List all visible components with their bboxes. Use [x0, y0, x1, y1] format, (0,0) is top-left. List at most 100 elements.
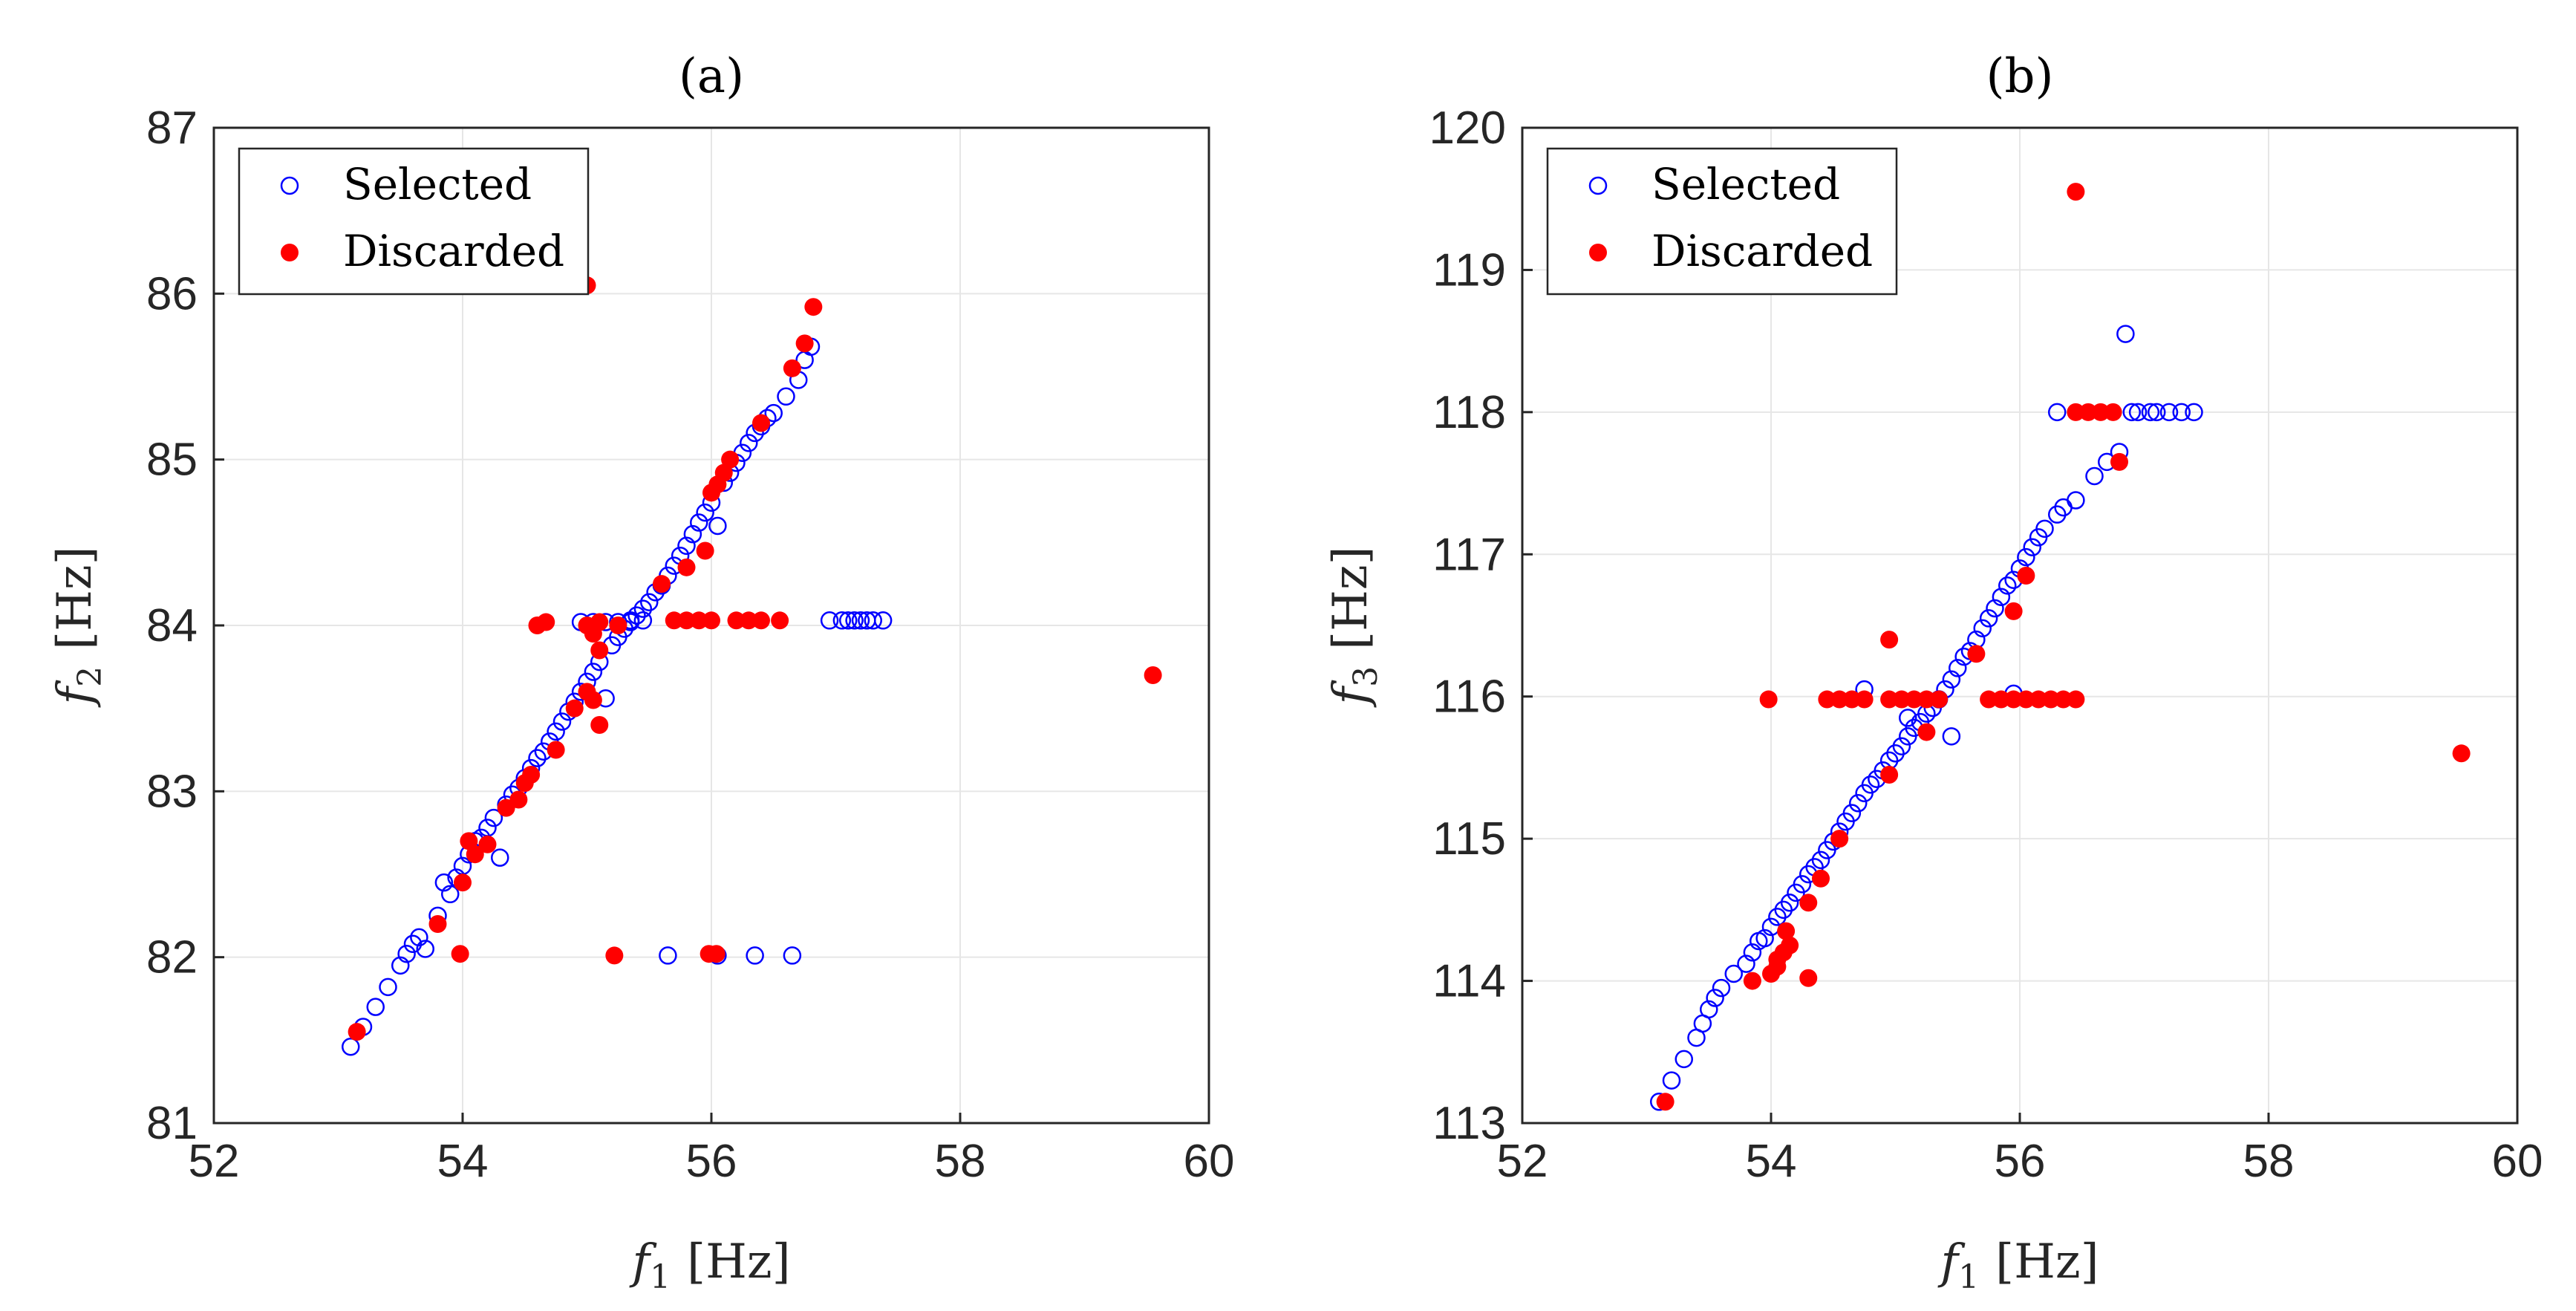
panel-b-point-discarded — [1781, 936, 1799, 954]
panel-b-point-discarded — [1768, 950, 1787, 969]
panel-a-point-discarded — [509, 790, 528, 809]
panel-b-y-axis-label: f3[Hz] — [1323, 546, 1385, 707]
panel-b-point-selected — [2116, 325, 2135, 343]
panel-b-point-selected — [1793, 875, 1812, 894]
panel-b-y-axis-sub: 3 — [1347, 666, 1385, 687]
panel-a-legend-selected: Selected — [343, 159, 532, 209]
panel-a-y-axis-label: f2[Hz] — [48, 546, 109, 707]
panel-b-point-discarded — [2091, 403, 2110, 421]
panel-b-point-selected — [2085, 466, 2104, 486]
panel-a-point-selected — [820, 611, 839, 630]
panel-b-x-axis-unit: [Hz] — [1995, 1234, 2099, 1289]
panel-b-y-tick-label: 118 — [1432, 387, 1506, 438]
panel-b-point-discarded — [2067, 690, 2085, 709]
panel-a-point-discarded — [665, 611, 683, 630]
panel-a-point-discarded — [740, 611, 758, 630]
panel-a-point-discarded — [752, 611, 770, 630]
panel-a-point-discarded — [478, 835, 497, 853]
panel-b-point-discarded — [1967, 645, 1986, 663]
panel-b-point-discarded — [1799, 969, 1818, 987]
panel-a-x-tick-label: 58 — [935, 1136, 986, 1187]
panel-a-x-axis-sub: 1 — [650, 1258, 671, 1296]
panel-a-point-discarded — [1144, 666, 1162, 684]
panel-b-point-discarded — [2067, 183, 2085, 201]
panel-a-point-selected — [342, 1038, 360, 1056]
panel-b-point-discarded — [1892, 690, 1911, 709]
panel-b-point-selected — [1849, 794, 1868, 813]
panel-b-point-discarded — [2004, 690, 2023, 709]
panel-a-point-discarded — [454, 874, 472, 892]
panel-a-x-tick-label: 60 — [1184, 1136, 1235, 1187]
panel-a-point-selected — [640, 593, 659, 611]
panel-b-point-discarded — [1830, 690, 1849, 709]
panel-b-x-tick-label: 56 — [1995, 1136, 2046, 1187]
panel-b-point-selected — [1973, 619, 1992, 638]
panel-b-point-selected — [1662, 1071, 1681, 1090]
panel-a-point-selected — [633, 599, 653, 618]
panel-b-point-discarded — [2067, 403, 2085, 421]
panel-a-point-selected — [366, 998, 385, 1016]
panel-b-point-discarded — [1743, 972, 1761, 990]
panel-b-point-selected — [2172, 403, 2191, 422]
panel-a-point-selected — [740, 434, 758, 452]
panel-a-y-axis-sub: 2 — [71, 666, 109, 687]
panel-b-legend-selected: Selected — [1651, 159, 1840, 209]
panel-b-point-selected — [1712, 978, 1731, 998]
panel-a-point-selected — [627, 606, 646, 625]
panel-a-point-discarded — [565, 699, 584, 718]
panel-a-point-selected — [547, 722, 565, 741]
panel-b-y-tick-label: 117 — [1432, 529, 1506, 580]
panel-a-point-discarded — [696, 541, 714, 560]
panel-b-y-tick-label: 115 — [1432, 813, 1506, 865]
panel-a-point-discarded — [609, 617, 627, 634]
panel-b-x-axis-sub: 1 — [1958, 1258, 1979, 1296]
panel-a-point-discarded — [428, 915, 447, 933]
panel-a-point-discarded — [714, 463, 733, 482]
panel-b-point-selected — [1992, 588, 2011, 606]
panel-a-point-selected — [864, 611, 882, 630]
panel-a-points — [342, 276, 1162, 1056]
panel-b-point-selected — [1899, 709, 1917, 727]
panel-b-point-discarded — [2029, 690, 2048, 709]
panel-b-legend: Selected Discarded — [1546, 147, 1898, 296]
panel-b-point-selected — [2159, 403, 2179, 422]
panel-b-point-discarded — [1818, 690, 1836, 709]
panel-b-point-discarded — [2110, 452, 2128, 471]
panel-b-y-tick-label: 119 — [1432, 244, 1506, 296]
panel-b-point-discarded — [1799, 894, 1818, 912]
panel-a-point-selected — [777, 387, 795, 406]
panel-b-point-selected — [1861, 775, 1880, 794]
panel-b-legend-discarded-marker — [1589, 244, 1607, 261]
panel-b-point-selected — [2185, 403, 2203, 422]
panel-a-y-axis-unit: [Hz] — [48, 546, 102, 649]
panel-a-y-tick-label: 83 — [146, 766, 198, 817]
panel-b-points — [1650, 183, 2471, 1111]
panel-a-point-selected — [397, 944, 416, 963]
panel-b-point-selected — [1743, 943, 1762, 962]
panel-a-point-selected — [484, 808, 503, 827]
panel-a-point-discarded — [537, 613, 555, 631]
panel-a-y-tick-label: 81 — [146, 1098, 198, 1149]
panel-a-point-discarded — [547, 741, 565, 759]
panel-b-point-discarded — [1842, 690, 1861, 709]
panel-a-point-selected — [552, 712, 572, 731]
panel-b-point-selected — [1892, 737, 1911, 755]
panel-a-point-discarded — [590, 716, 609, 734]
panel-a-point-selected — [528, 749, 547, 767]
panel-b-point-selected — [1811, 850, 1830, 870]
panel-b-title: (b) — [1986, 49, 2054, 104]
panel-a-point-discarded — [605, 946, 624, 965]
panel-a-legend: Selected Discarded — [238, 147, 590, 296]
panel-b-x-axis-label: f1 [Hz] — [1937, 1234, 2099, 1296]
panel-a-y-tick-label: 87 — [146, 103, 198, 154]
panel-a-point-discarded — [677, 558, 696, 576]
panel-a-point-discarded — [707, 945, 725, 963]
panel-a-point-discarded — [653, 575, 671, 593]
panel-a-point-selected — [845, 611, 864, 630]
panel-a-point-discarded — [795, 334, 814, 353]
panel-a-point-discarded — [721, 450, 740, 469]
panel-b-legend-discarded: Discarded — [1651, 226, 1873, 276]
panel-b-point-discarded — [2104, 403, 2122, 421]
panel-a-point-discarded — [702, 611, 720, 630]
